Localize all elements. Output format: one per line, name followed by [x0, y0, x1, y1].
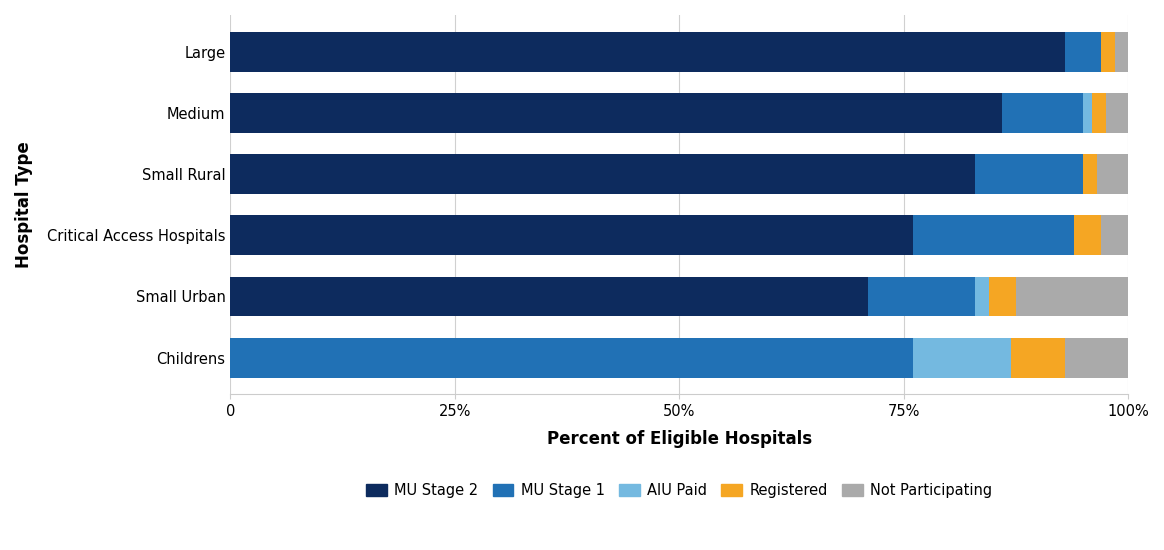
- Bar: [989, 277, 1016, 316]
- Bar: [230, 338, 913, 377]
- Bar: [975, 277, 989, 316]
- Bar: [230, 32, 1065, 72]
- Bar: [867, 277, 975, 316]
- X-axis label: Percent of Eligible Hospitals: Percent of Eligible Hospitals: [547, 430, 811, 448]
- Bar: [1115, 32, 1128, 72]
- Legend: MU Stage 2, MU Stage 1, AIU Paid, Registered, Not Participating: MU Stage 2, MU Stage 1, AIU Paid, Regist…: [361, 477, 998, 504]
- Bar: [1065, 32, 1101, 72]
- Bar: [1012, 338, 1065, 377]
- Bar: [230, 216, 913, 255]
- Bar: [1106, 93, 1128, 133]
- Bar: [1092, 93, 1106, 133]
- Bar: [913, 216, 1074, 255]
- Bar: [1074, 216, 1101, 255]
- Bar: [1016, 277, 1128, 316]
- Bar: [230, 93, 1002, 133]
- Bar: [1101, 32, 1115, 72]
- Bar: [1096, 154, 1128, 194]
- Bar: [230, 154, 975, 194]
- Bar: [230, 277, 867, 316]
- Bar: [1084, 93, 1092, 133]
- Y-axis label: Hospital Type: Hospital Type: [15, 141, 33, 268]
- Bar: [975, 154, 1084, 194]
- Bar: [1002, 93, 1084, 133]
- Bar: [913, 338, 1012, 377]
- Bar: [1084, 154, 1096, 194]
- Bar: [1065, 338, 1128, 377]
- Bar: [1101, 216, 1128, 255]
